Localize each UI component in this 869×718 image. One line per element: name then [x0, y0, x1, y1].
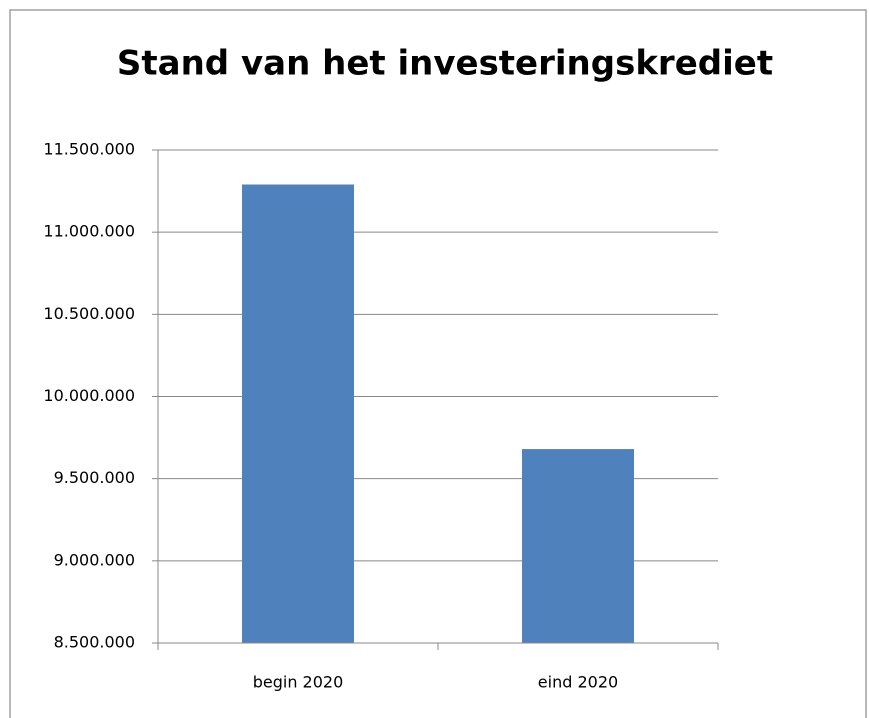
bar — [522, 449, 634, 643]
x-tick-label: begin 2020 — [253, 673, 344, 692]
bar — [242, 184, 354, 643]
x-tick-label: eind 2020 — [538, 673, 618, 692]
chart-frame — [9, 9, 867, 718]
y-tick-label: 11.500.000 — [43, 140, 135, 159]
y-tick-label: 10.000.000 — [43, 386, 135, 405]
y-tick-label: 11.000.000 — [43, 222, 135, 241]
y-tick-label: 9.000.000 — [54, 550, 135, 569]
y-tick-label: 8.500.000 — [54, 633, 135, 652]
y-tick-label: 9.500.000 — [54, 468, 135, 487]
y-tick-label: 10.500.000 — [43, 304, 135, 323]
chart-title: Stand van het investeringskrediet — [117, 44, 773, 84]
